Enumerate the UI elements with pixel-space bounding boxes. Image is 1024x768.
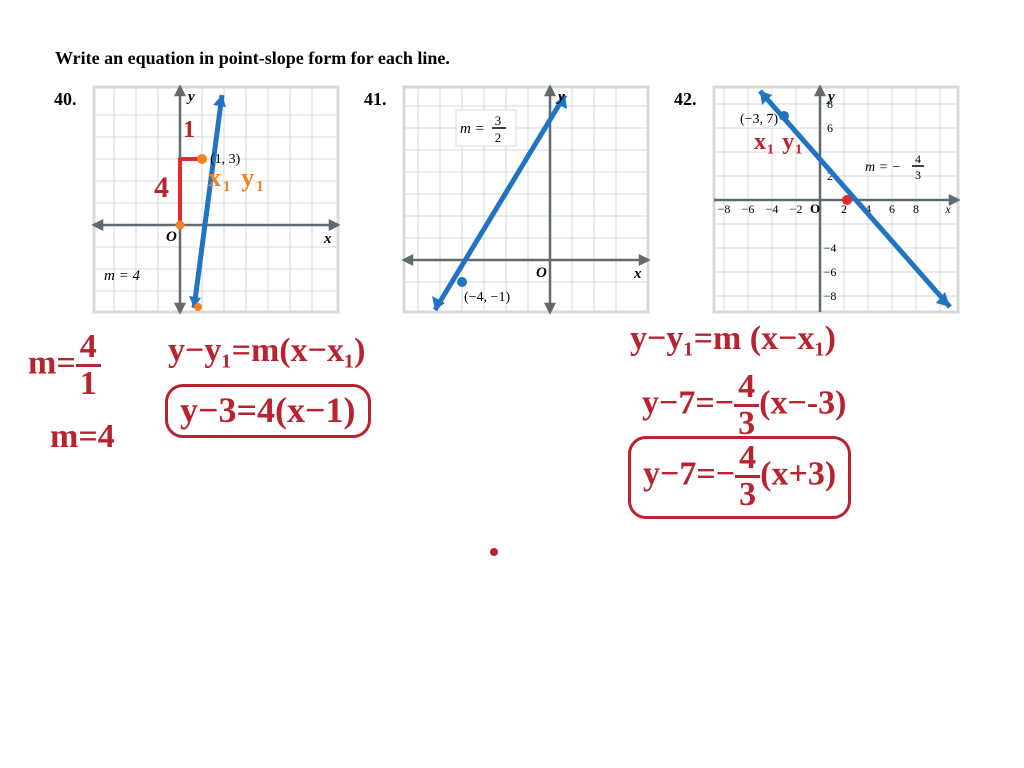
svg-text:O: O [536,265,547,281]
svg-text:−8: −8 [718,202,731,216]
problem-number-41: 41. [364,89,387,110]
graph-41: y x O (−4, −1) m = 3 2 [360,85,650,315]
svg-text:−2: −2 [790,202,803,216]
svg-text:6: 6 [889,202,895,216]
xy-annotation-40: x₁ y₁ [208,163,266,193]
svg-text:4: 4 [915,152,921,166]
work-right-step: y−7=−43(x−-3) [642,370,846,441]
panels-row: 40. [50,85,960,315]
rise-annotation: 4 [154,171,169,205]
svg-text:6: 6 [827,121,833,135]
svg-text:3: 3 [495,113,502,128]
svg-text:y: y [556,89,565,105]
work-left-answer: y−3=4(x−1) [165,384,371,438]
problem-number-42: 42. [674,89,697,110]
graph-42: −8−6−4−2 2468 x 862 −4−6−8 y O (−3, 7) m… [670,85,960,315]
svg-text:O: O [810,201,820,216]
panel-40: 40. [50,85,340,315]
svg-text:2: 2 [495,130,502,145]
problem-number-40: 40. [54,89,77,110]
instruction-text: Write an equation in point-slope form fo… [55,48,450,69]
run-annotation: 1 [183,117,195,144]
svg-text:m = 4: m = 4 [104,268,140,284]
work-left-m4: m=4 [50,418,115,456]
svg-text:−6: −6 [742,202,755,216]
svg-text:−8: −8 [824,289,837,303]
stray-dot-icon [490,548,498,556]
work-left-m-frac: m=41 [28,330,101,401]
svg-text:(−4, −1): (−4, −1) [464,290,510,305]
svg-text:x: x [323,231,332,247]
svg-text:y: y [186,89,195,105]
work-right-formula: y−y₁=m (x−x₁) [630,320,836,358]
panel-41: 41. y x O (−4, −1) [360,85,650,315]
svg-text:3: 3 [915,168,921,182]
svg-text:−4: −4 [824,241,837,255]
work-left-formula: y−y₁=m(x−x₁) [168,332,365,370]
svg-text:−4: −4 [766,202,779,216]
svg-text:(−3, 7): (−3, 7) [740,112,779,127]
svg-text:m =: m = [460,121,485,137]
svg-text:y: y [826,89,835,105]
svg-text:x: x [944,202,951,216]
xy-annotation-42: x₁ y₁ [754,129,803,156]
svg-text:O: O [166,229,177,245]
svg-text:−6: −6 [824,265,837,279]
panel-42: 42. −8−6−4−2 2468 x 862 −4−6−8 y [670,85,960,315]
svg-text:8: 8 [913,202,919,216]
work-right-answer: y−7=−43(x+3) [628,436,851,519]
svg-text:m = −: m = − [865,160,901,175]
graph-40: y x O (1, 3) m = 4 [50,85,340,315]
svg-text:x: x [633,266,642,282]
